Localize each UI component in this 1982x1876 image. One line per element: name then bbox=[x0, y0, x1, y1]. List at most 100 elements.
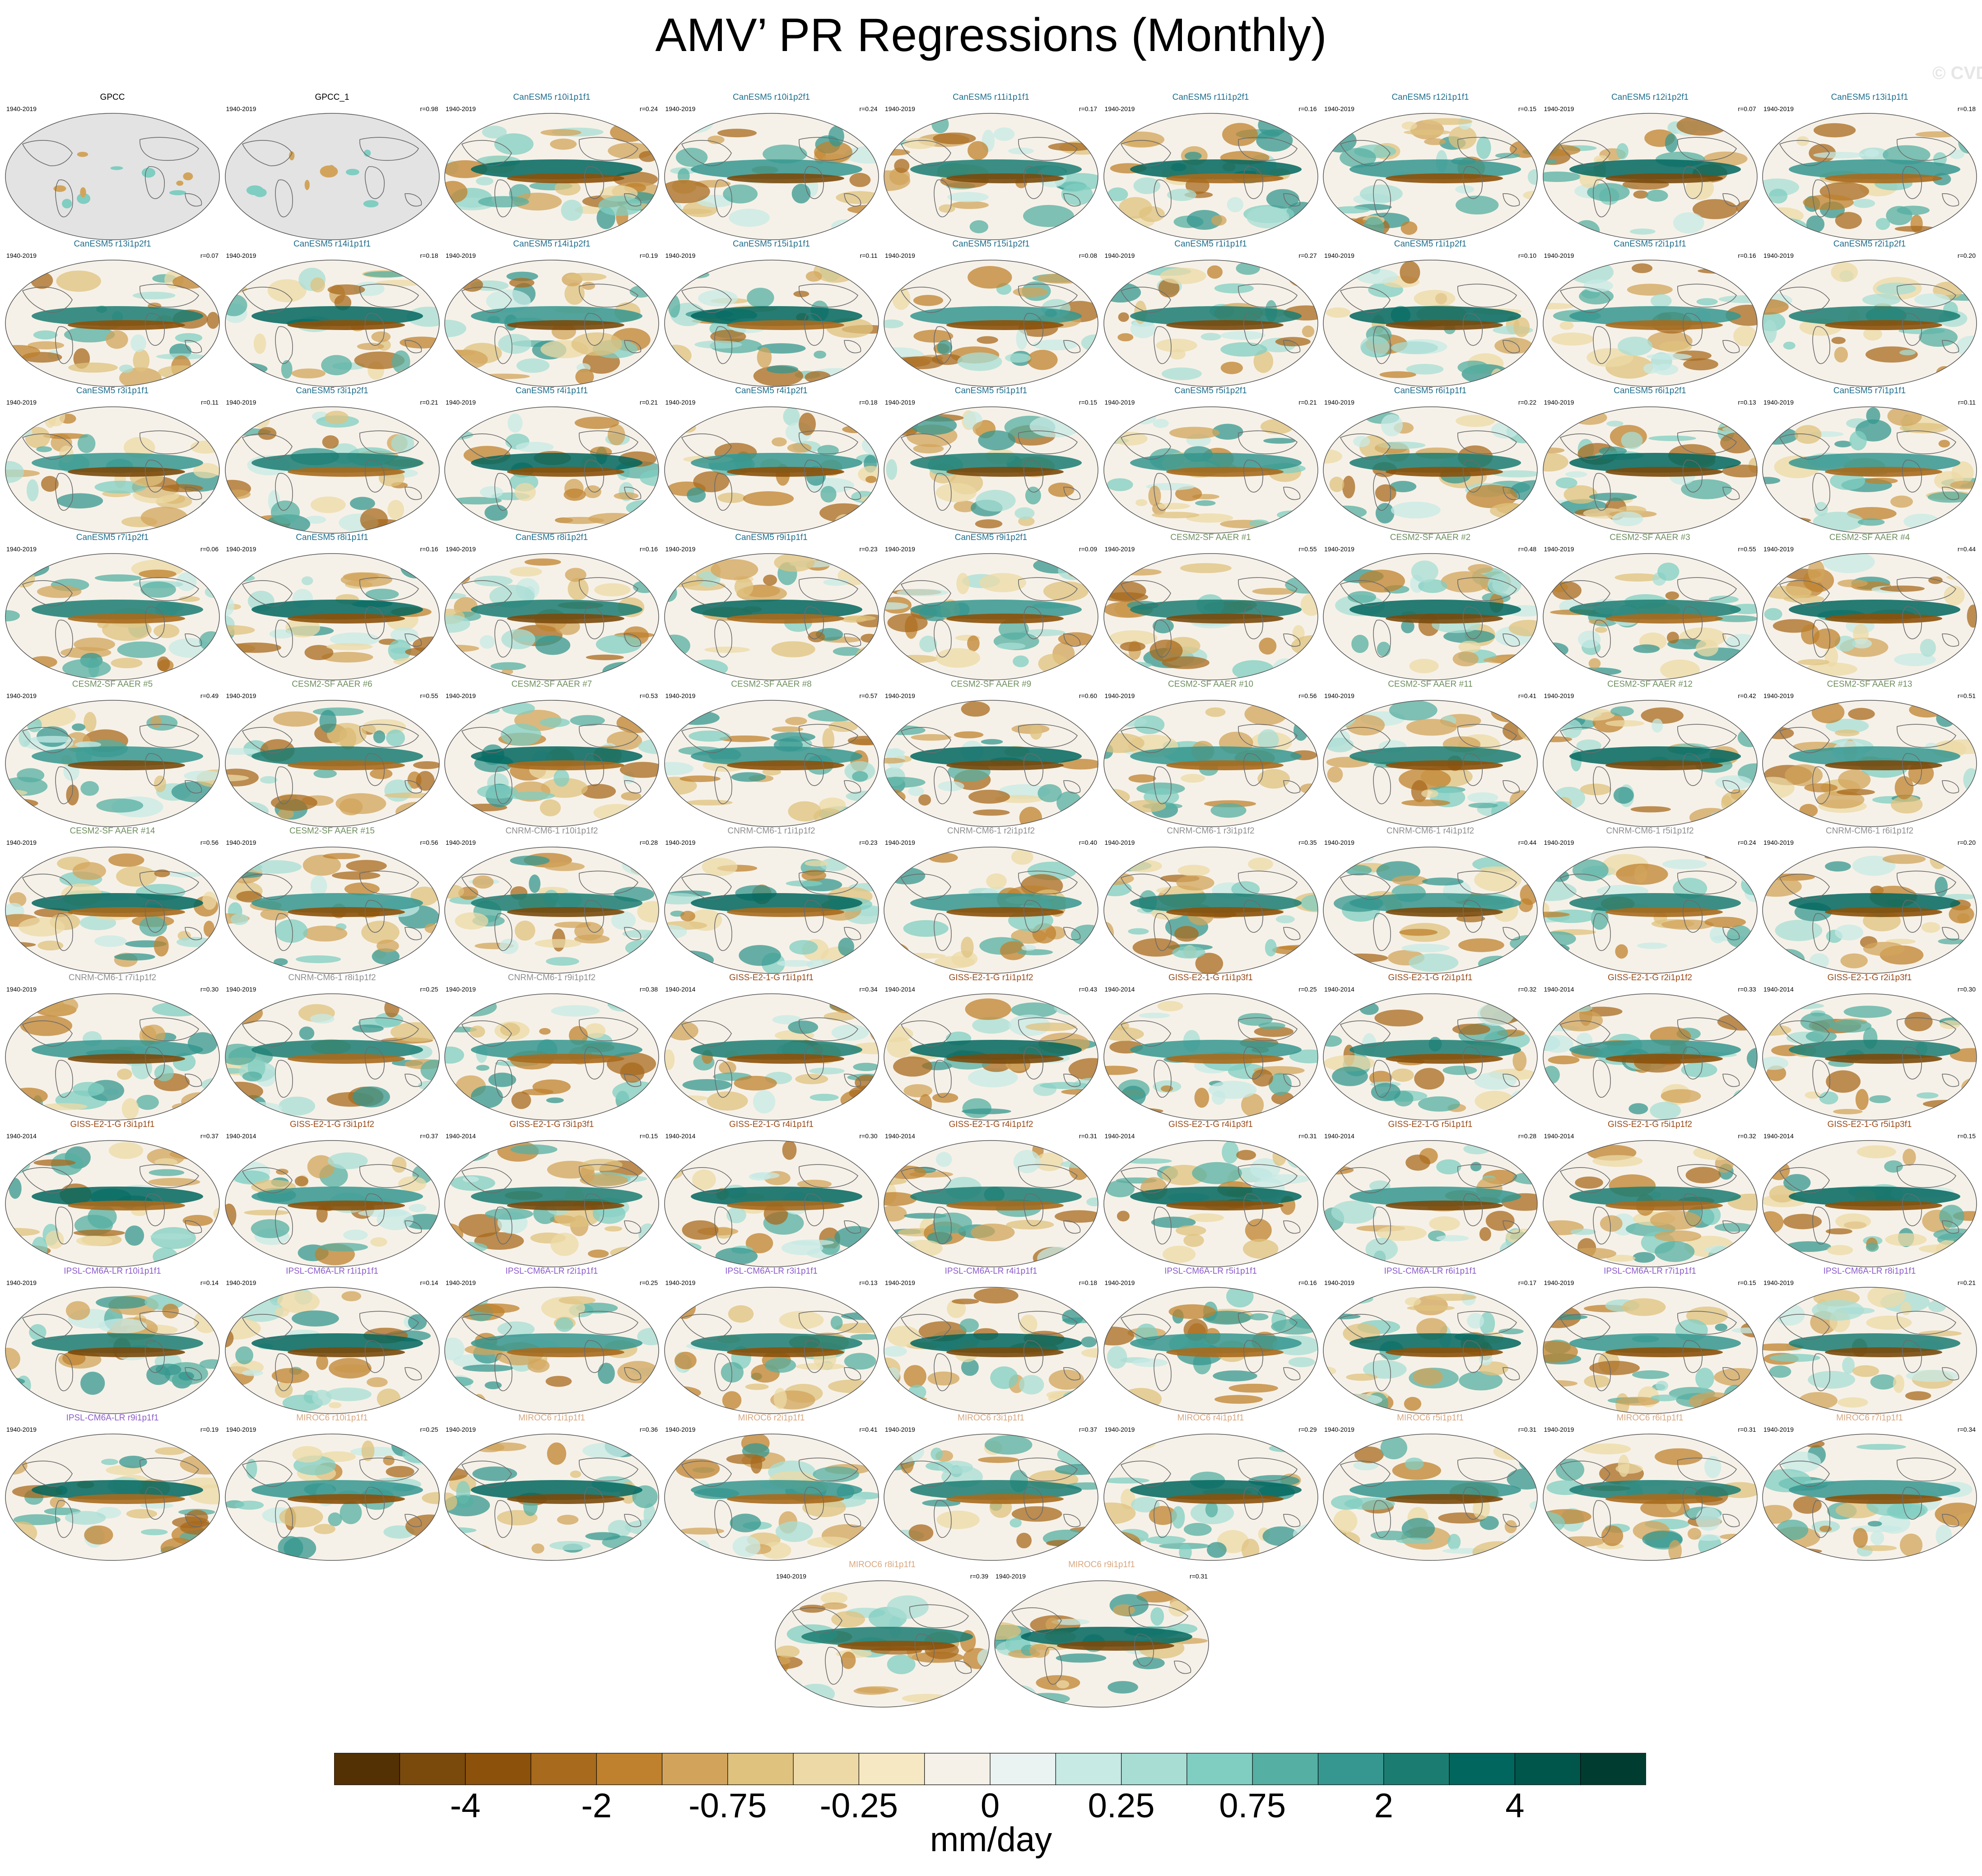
panel-correlation: r=0.31 bbox=[1518, 1426, 1536, 1433]
map-panel: CanESM5 r3i1p1f1 1940-2019 r=0.11 bbox=[3, 386, 222, 535]
panel-years: 1940-2019 bbox=[1324, 839, 1354, 846]
panel-correlation: r=0.39 bbox=[970, 1573, 988, 1580]
regression-map bbox=[994, 1580, 1209, 1708]
panel-title: CanESM5 r4i1p1f1 bbox=[515, 386, 588, 396]
panel-title: GISS-E2-1-G r2i1p1f1 bbox=[1388, 973, 1473, 982]
panel-years: 1940-2019 bbox=[1763, 1426, 1794, 1433]
map-panel: CanESM5 r3i1p2f1 1940-2019 r=0.21 bbox=[223, 386, 442, 535]
regression-map bbox=[1103, 700, 1318, 827]
map-panel: CanESM5 r8i1p2f1 1940-2019 r=0.16 bbox=[442, 533, 661, 682]
panel-years: 1940-2019 bbox=[1324, 1426, 1354, 1433]
map-panel: CNRM-CM6-1 r6i1p1f2 1940-2019 r=0.20 bbox=[1760, 826, 1979, 975]
colorbar-segment bbox=[1252, 1753, 1319, 1785]
panel-title: CanESM5 r6i1p1f1 bbox=[1394, 386, 1467, 396]
map-panel: GPCC_1 1940-2019 r=0.98 bbox=[223, 93, 442, 242]
panel-correlation: r=0.16 bbox=[1298, 1279, 1317, 1286]
panel-title: CNRM-CM6-1 r3i1p1f2 bbox=[1167, 826, 1255, 836]
panel-title: CESM2-SF AAER #4 bbox=[1829, 533, 1910, 542]
regression-map bbox=[1542, 260, 1758, 387]
panel-years: 1940-2019 bbox=[1763, 252, 1794, 259]
panel-title: MIROC6 r10i1p1f1 bbox=[296, 1413, 368, 1423]
panel-title: CanESM5 r5i1p2f1 bbox=[1174, 386, 1247, 396]
panel-years: 1940-2019 bbox=[1104, 545, 1135, 553]
panel-title: GPCC_1 bbox=[315, 93, 349, 102]
panel-years: 1940-2014 bbox=[1763, 1132, 1794, 1140]
map-panel: CanESM5 r11i1p1f1 1940-2019 r=0.17 bbox=[881, 93, 1101, 242]
panel-years: 1940-2019 bbox=[1544, 1426, 1574, 1433]
panel-correlation: r=0.55 bbox=[1298, 545, 1317, 553]
map-panel: GISS-E2-1-G r3i1p1f2 1940-2014 r=0.37 bbox=[223, 1120, 442, 1269]
panel-years: 1940-2019 bbox=[665, 1279, 696, 1286]
regression-map bbox=[884, 113, 1098, 240]
regression-map bbox=[1542, 993, 1758, 1121]
panel-years: 1940-2019 bbox=[226, 399, 256, 406]
regression-map bbox=[884, 1434, 1098, 1561]
map-panel: CanESM5 r1i1p1f1 1940-2019 r=0.27 bbox=[1101, 239, 1321, 388]
panel-title: GISS-E2-1-G r1i1p1f2 bbox=[949, 973, 1033, 982]
regression-map bbox=[1323, 406, 1538, 534]
panel-title: IPSL-CM6A-LR r5i1p1f1 bbox=[1164, 1266, 1257, 1276]
panel-years: 1940-2019 bbox=[6, 252, 37, 259]
panel-title: MIROC6 r9i1p1f1 bbox=[1068, 1560, 1135, 1569]
map-panel: MIROC6 r8i1p1f1 1940-2019 r=0.39 bbox=[772, 1560, 992, 1709]
panel-correlation: r=0.18 bbox=[1957, 105, 1976, 112]
map-panel: CNRM-CM6-1 r10i1p1f2 1940-2019 r=0.28 bbox=[442, 826, 661, 975]
panel-correlation: r=0.17 bbox=[1518, 1279, 1536, 1286]
panel-years: 1940-2019 bbox=[665, 105, 696, 112]
panel-correlation: r=0.24 bbox=[1738, 839, 1756, 846]
panel-years: 1940-2014 bbox=[446, 1132, 476, 1140]
panel-correlation: r=0.57 bbox=[859, 692, 878, 699]
panel-title: MIROC6 r7i1p1f1 bbox=[1836, 1413, 1903, 1423]
regression-map bbox=[1762, 553, 1977, 680]
map-panel: MIROC6 r9i1p1f1 1940-2019 r=0.31 bbox=[992, 1560, 1211, 1709]
panel-title: CanESM5 r9i1p1f1 bbox=[735, 533, 808, 542]
panel-title: CESM2-SF AAER #12 bbox=[1607, 680, 1693, 689]
regression-map bbox=[224, 847, 440, 974]
figure-title: AMV’ PR Regressions (Monthly) bbox=[655, 9, 1327, 61]
panel-correlation: r=0.55 bbox=[420, 692, 438, 699]
regression-map bbox=[664, 113, 879, 240]
map-panel: IPSL-CM6A-LR r7i1p1f1 1940-2019 r=0.15 bbox=[1540, 1266, 1760, 1415]
map-panel: CESM2-SF AAER #4 1940-2019 r=0.44 bbox=[1760, 533, 1979, 682]
panel-title: CNRM-CM6-1 r1i1p1f2 bbox=[727, 826, 815, 836]
panel-correlation: r=0.42 bbox=[1738, 692, 1756, 699]
panel-years: 1940-2019 bbox=[6, 692, 37, 699]
panel-title: CanESM5 r11i1p2f1 bbox=[1172, 93, 1249, 102]
panel-title: CESM2-SF AAER #11 bbox=[1388, 680, 1473, 689]
panel-title: IPSL-CM6A-LR r7i1p1f1 bbox=[1604, 1266, 1696, 1276]
panel-correlation: r=0.17 bbox=[1079, 105, 1097, 112]
panel-title: CanESM5 r14i1p2f1 bbox=[513, 239, 591, 249]
map-panel: CNRM-CM6-1 r7i1p1f2 1940-2019 r=0.30 bbox=[3, 973, 222, 1122]
panel-correlation: r=0.15 bbox=[1079, 399, 1097, 406]
map-panel: MIROC6 r7i1p1f1 1940-2019 r=0.34 bbox=[1760, 1413, 1979, 1562]
regression-map bbox=[1542, 1434, 1758, 1561]
panel-correlation: r=0.30 bbox=[1957, 986, 1976, 993]
panel-title: CanESM5 r2i1p2f1 bbox=[1833, 239, 1906, 249]
regression-map bbox=[884, 1287, 1098, 1414]
map-panel: CanESM5 r5i1p2f1 1940-2019 r=0.21 bbox=[1101, 386, 1321, 535]
regression-map bbox=[1542, 1140, 1758, 1267]
map-panel: GISS-E2-1-G r2i1p3f1 1940-2014 r=0.30 bbox=[1760, 973, 1979, 1122]
panel-correlation: r=0.56 bbox=[200, 839, 219, 846]
panel-years: 1940-2019 bbox=[885, 105, 915, 112]
panel-years: 1940-2019 bbox=[226, 839, 256, 846]
panel-correlation: r=0.60 bbox=[1079, 692, 1097, 699]
map-panel: CNRM-CM6-1 r8i1p1f2 1940-2019 r=0.25 bbox=[223, 973, 442, 1122]
panel-years: 1940-2019 bbox=[1104, 252, 1135, 259]
panel-years: 1940-2019 bbox=[446, 1426, 476, 1433]
panel-correlation: r=0.37 bbox=[420, 1132, 438, 1140]
panel-correlation: r=0.21 bbox=[1298, 399, 1317, 406]
regression-map bbox=[1762, 260, 1977, 387]
map-panel: GISS-E2-1-G r1i1p3f1 1940-2014 r=0.25 bbox=[1101, 973, 1321, 1122]
regression-map bbox=[444, 553, 659, 680]
panel-years: 1940-2019 bbox=[226, 1279, 256, 1286]
colorbar-tick-label: 0 bbox=[980, 1787, 1000, 1825]
colorbar-units: mm/day bbox=[930, 1820, 1052, 1859]
colorbar-tick-label: 0.25 bbox=[1088, 1787, 1155, 1825]
map-panel: CanESM5 r2i1p1f1 1940-2019 r=0.16 bbox=[1540, 239, 1760, 388]
panel-years: 1940-2019 bbox=[226, 105, 256, 112]
panel-correlation: r=0.34 bbox=[1957, 1426, 1976, 1433]
panel-years: 1940-2019 bbox=[446, 545, 476, 553]
regression-map bbox=[444, 406, 659, 534]
regression-map bbox=[884, 260, 1098, 387]
